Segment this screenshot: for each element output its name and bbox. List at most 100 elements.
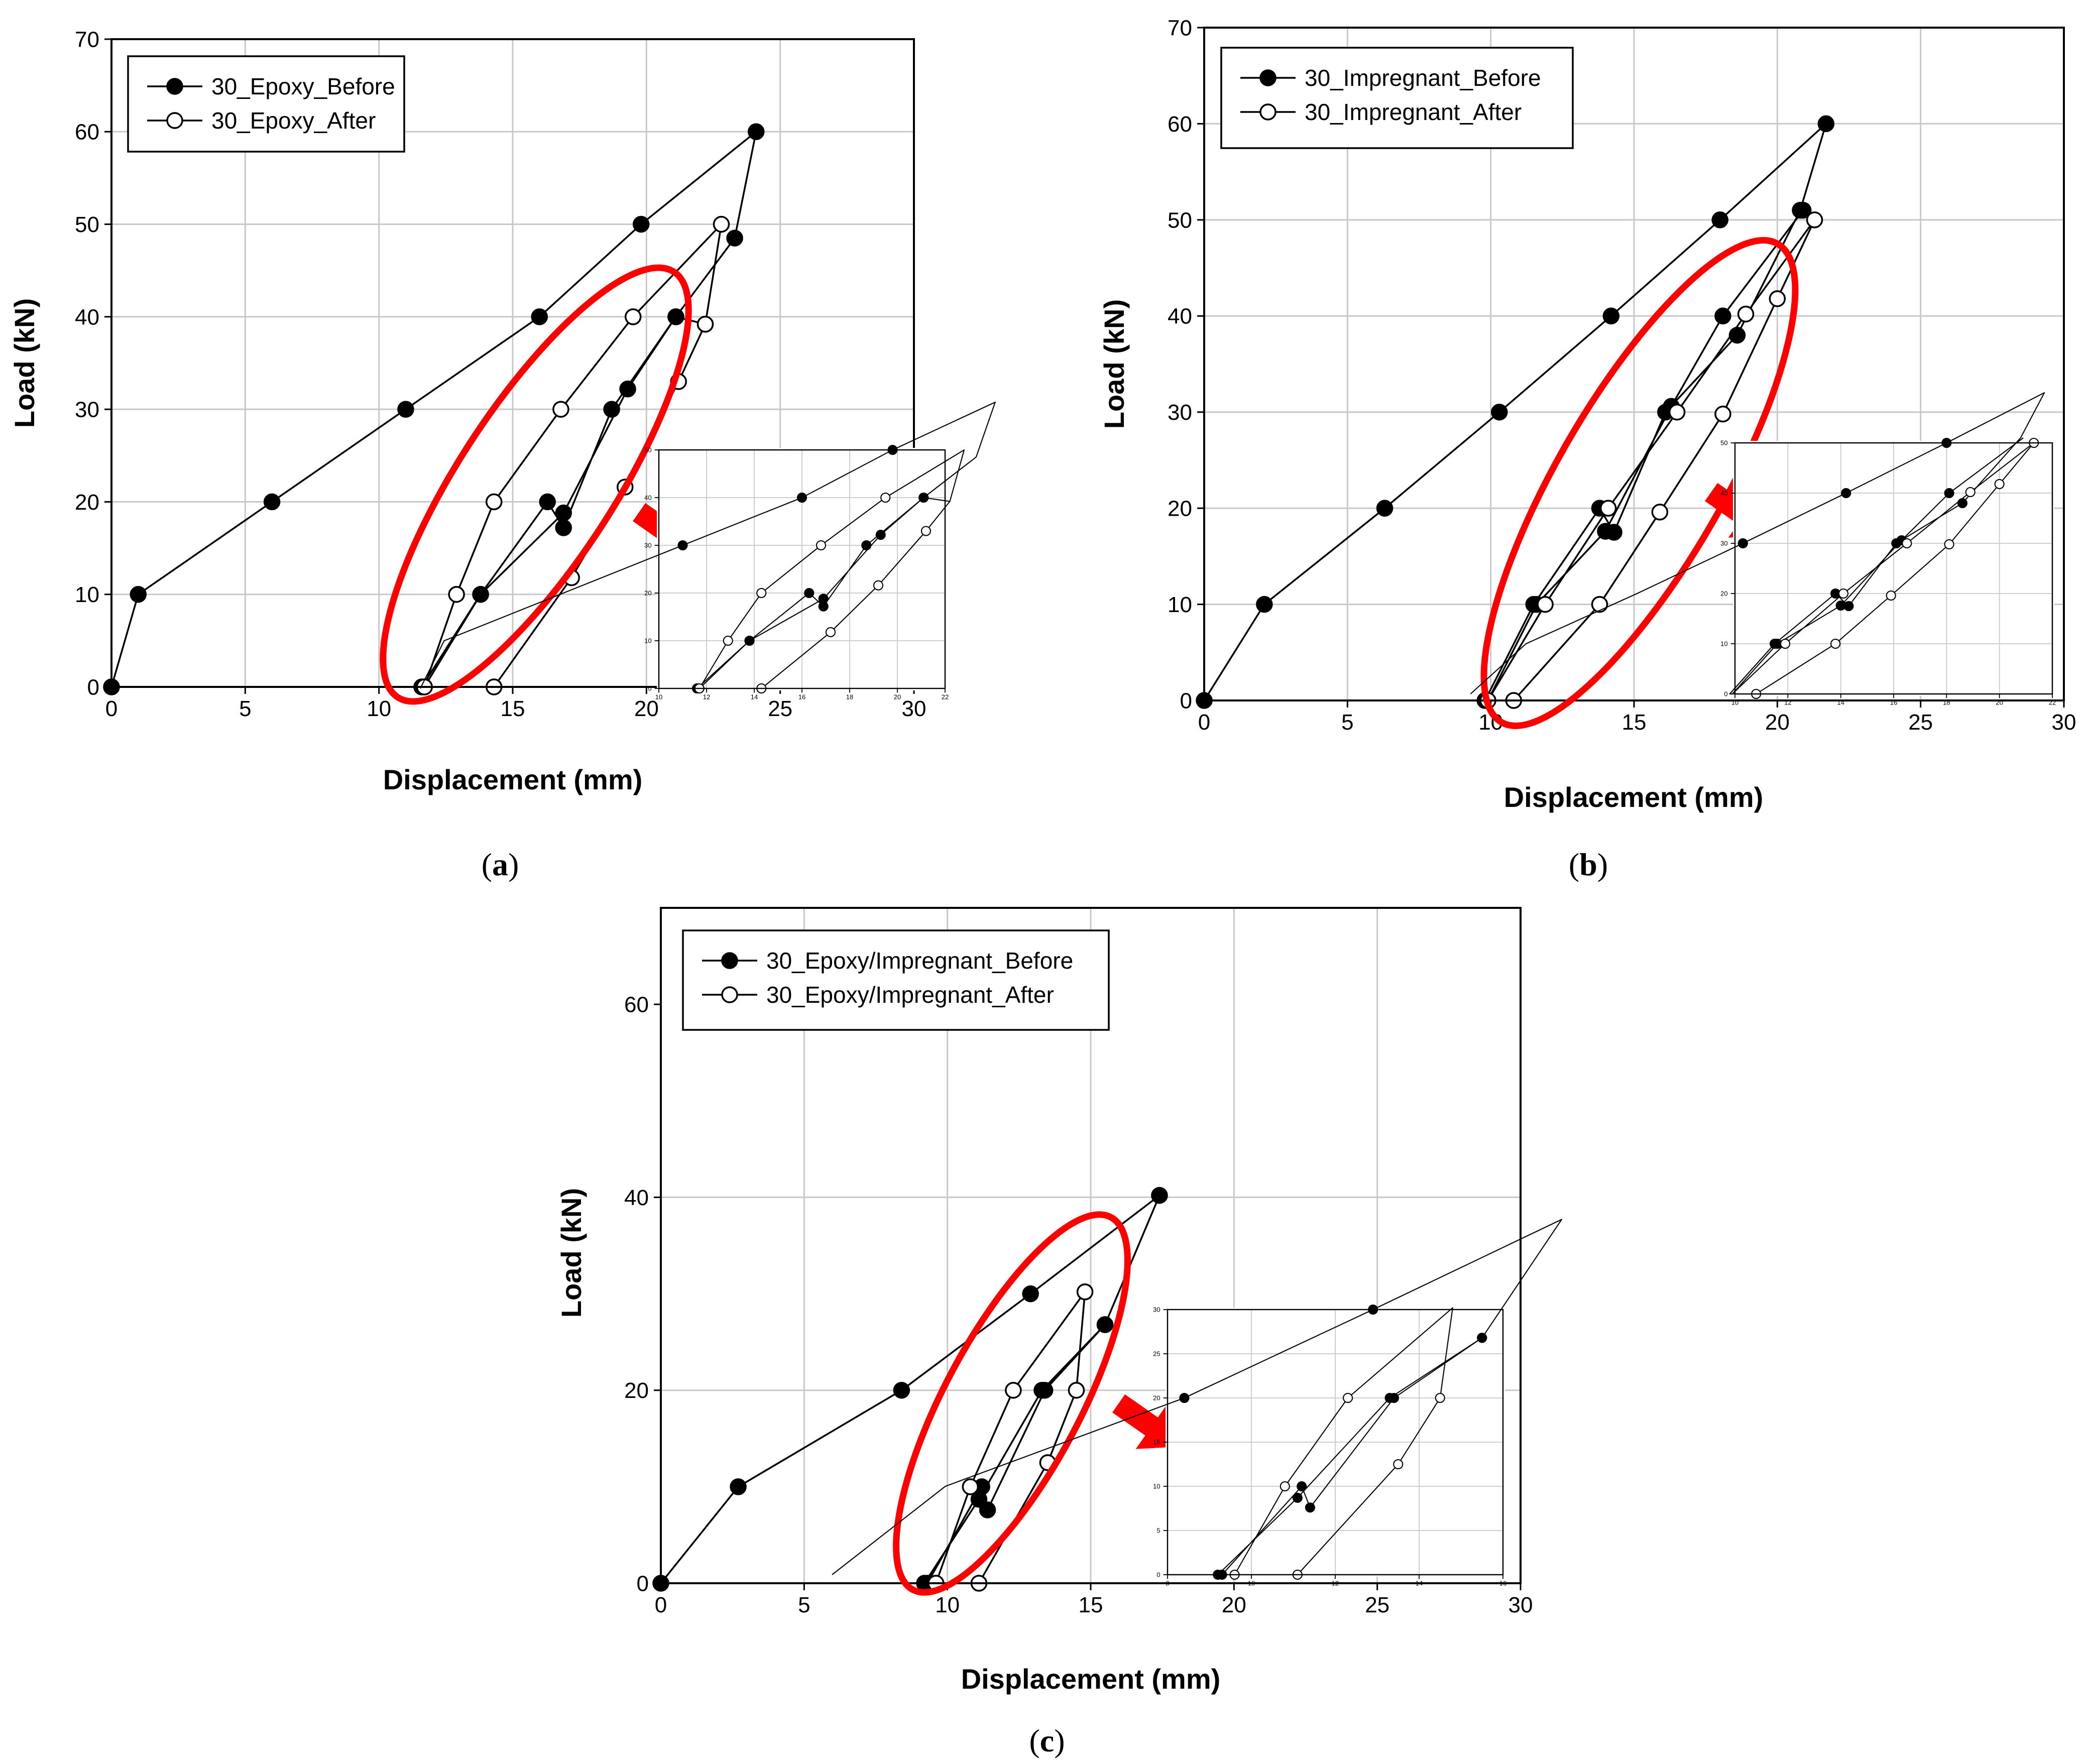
panel-c-inset-point-after-5 [1393, 1459, 1404, 1470]
panel-a-x-tick-label-15: 15 [501, 696, 525, 721]
panel-a-inset-point-before-11 [804, 587, 815, 599]
panel-a-inset-x-tick-label-10: 10 [655, 693, 662, 700]
panel-b-inset-point-before-18 [1944, 488, 1954, 499]
panel-a-legend-label-1: 30_Epoxy_After [211, 107, 376, 134]
panel-a-point-before-1 [130, 585, 147, 603]
panel-b-x-tick-label-15: 15 [1622, 710, 1647, 735]
panel-b-inset-y-tick-label-10: 10 [1720, 640, 1727, 648]
panel-a-inset-series-line-0 [420, 401, 996, 689]
panel-a-y-axis-title: Load (kN) [9, 298, 40, 428]
panel-b-caption-letter: b [1579, 847, 1597, 882]
panel-b-legend-marker-1 [1259, 103, 1276, 121]
panel-c-caption-close: ) [1054, 1723, 1065, 1758]
panel-c-x-tick-label-15: 15 [1079, 1593, 1103, 1617]
panel-c-caption-letter: c [1040, 1723, 1054, 1758]
panel-a-inset-point-before-15 [744, 635, 755, 646]
panel-c-inset-x-tick-label-14: 14 [1416, 1579, 1423, 1587]
panel-a-inset-x-tick-label-16: 16 [798, 693, 805, 700]
panel-b-x-axis-title: Displacement (mm) [1504, 781, 1764, 813]
panel-a-point-after-3 [552, 401, 569, 418]
panel-c-x-tick-label-5: 5 [798, 1593, 810, 1617]
panel-b-point-before-1 [1256, 596, 1273, 613]
panel-a-legend-marker-0 [166, 78, 183, 95]
panel-b-highlight-ellipse [1480, 237, 1799, 729]
panel-a-inset-point-after-1 [723, 635, 733, 646]
panel-c-legend-marker-1 [721, 986, 738, 1003]
panel-a-x-tick-label-20: 20 [634, 696, 659, 721]
panel-a-point-after-2 [485, 493, 503, 511]
panel-a-y-tick-label-60: 60 [75, 120, 99, 145]
panel-b-y-tick-label-0: 0 [1180, 688, 1192, 713]
panel-a-inset-point-before-16 [818, 594, 829, 604]
panel-c-inset-point-after-4 [1435, 1392, 1445, 1403]
panel-a-point-before-5 [632, 215, 650, 233]
panel-b-inset-x-tick-label-14: 14 [1837, 698, 1844, 706]
panel-b-inset-point-after-2 [1838, 588, 1848, 599]
panel-c-legend-label-0: 30_Epoxy/Impregnant_Before [766, 948, 1073, 974]
panel-b-x-tick-label-5: 5 [1341, 710, 1353, 735]
panel-b-point-after-2 [1599, 500, 1617, 517]
panel-b-inset-point-before-8 [1957, 498, 1967, 509]
panel-a-caption-letter: a [492, 847, 508, 882]
panel-a-inset-point-before-4 [796, 492, 807, 503]
panel-c-inset-point-before-11 [1292, 1492, 1303, 1503]
panel-b-inset-point-before-4 [1841, 488, 1851, 499]
panel-a-inset-x-tick-label-12: 12 [703, 693, 710, 700]
panel-b-x-tick-label-25: 25 [1908, 710, 1933, 735]
panel-a-x-axis-title: Displacement (mm) [383, 764, 643, 795]
panel-a-x-tick-label-5: 5 [239, 696, 251, 721]
panel-b-inset-point-after-9 [1830, 638, 1841, 649]
panel-c-point-before-2 [893, 1381, 910, 1399]
panel-a-inset-point-after-3 [816, 540, 827, 551]
panel-b-y-tick-label-10: 10 [1168, 593, 1192, 617]
panel-a-y-tick-label-40: 40 [75, 305, 99, 329]
panel-a-x-tick-label-10: 10 [367, 696, 391, 721]
panel-a-point-before-10 [555, 519, 572, 536]
panel-a-legend-box [127, 55, 405, 153]
panel-c-point-before-11 [970, 1491, 988, 1508]
panel-b-inset-y-tick-label-50: 50 [1720, 439, 1727, 447]
panel-a-inset-point-before-3 [677, 540, 688, 551]
panel-c-x-tick-label-30: 30 [1508, 1593, 1533, 1617]
panel-c-inset-x-tick-label-8: 8 [1166, 1579, 1169, 1587]
panel-b-inset-y-tick-label-0: 0 [1724, 690, 1727, 698]
panel-c-inset-point-after-2 [1343, 1392, 1353, 1403]
panel-b-inset-y-tick-label-20: 20 [1720, 590, 1727, 598]
panel-a-inset-y-tick-label-0: 0 [648, 685, 651, 692]
panel-b-point-before-2 [1376, 500, 1394, 517]
panel-b-legend-box [1220, 47, 1574, 149]
panel-b-inset-x-tick-label-10: 10 [1731, 698, 1738, 706]
panel-a-legend-marker-1 [166, 112, 183, 129]
panel-c-y-tick-label-20: 20 [624, 1378, 649, 1403]
panel-b-legend-label-1: 30_Impregnant_After [1305, 99, 1522, 125]
panel-c-x-tick-label-20: 20 [1222, 1593, 1246, 1617]
panel-b-inset-x-tick-label-20: 20 [1996, 698, 2003, 706]
panel-c-point-after-2 [1005, 1381, 1022, 1399]
panel-a-inset-point-after-7 [920, 526, 932, 536]
panel-a-inset-point-before-17 [875, 530, 886, 540]
panel-b-point-before-4 [1602, 307, 1620, 325]
panel-a-inset-point-after-4 [880, 492, 891, 503]
panel-b-inset-x-tick-label-22: 22 [2049, 698, 2056, 706]
panel-b-inset-y-tick-label-40: 40 [1720, 490, 1727, 497]
panel-b-inset-x-tick-label-16: 16 [1890, 698, 1897, 706]
panel-c-inset-y-tick-label-20: 20 [1153, 1394, 1160, 1402]
panel-c-inset-point-before-8 [1297, 1481, 1307, 1492]
panel-b-inset-y-tick-label-30: 30 [1720, 540, 1727, 547]
panel-c-inset-y-tick-label-25: 25 [1153, 1350, 1160, 1358]
panel-a-point-after-4 [624, 308, 642, 325]
panel-c-x-axis-title: Displacement (mm) [961, 1663, 1221, 1695]
panel-c-point-before-3 [1022, 1285, 1039, 1303]
panel-c-inset-x-tick-label-16: 16 [1499, 1579, 1506, 1587]
panel-a-x-tick-label-25: 25 [768, 696, 792, 721]
panel-a-point-before-3 [397, 401, 414, 418]
panel-a-caption: (a) [482, 847, 519, 882]
panel-c-inset-point-before-2 [1179, 1392, 1190, 1403]
panel-a-inset-y-tick-label-20: 20 [644, 590, 651, 597]
panel-b-caption: (b) [1569, 847, 1608, 882]
panel-b-point-after-5 [1806, 211, 1823, 228]
panel-c-point-before-1 [730, 1478, 747, 1495]
panel-a-y-tick-label-50: 50 [75, 212, 99, 237]
panel-b-point-before-18 [1714, 307, 1731, 325]
panel-a-inset-point-after-9 [825, 627, 836, 637]
